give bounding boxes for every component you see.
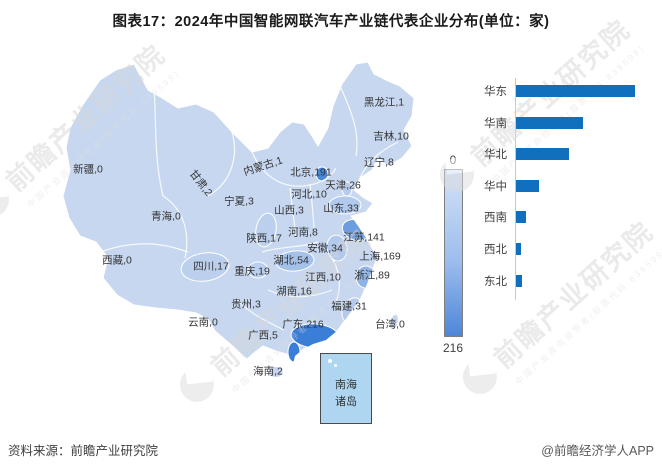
province-label: 云南,0: [188, 316, 218, 329]
province-label: 江西,10: [305, 271, 341, 284]
province-label: 陕西,17: [246, 232, 282, 245]
hainan-island-shape: [268, 366, 284, 378]
province-label: 广东,216: [282, 318, 324, 331]
bar-chart-axis: [515, 78, 516, 300]
province-label: 浙江,89: [354, 269, 390, 282]
province-label: 青海,0: [151, 210, 181, 223]
province-label: 广西,5: [248, 329, 278, 342]
province-label: 北京,191: [290, 166, 332, 179]
bar: [516, 179, 539, 192]
province-label: 河南,8: [288, 226, 318, 239]
bar-category-label: 东北: [484, 275, 507, 288]
bar: [516, 148, 569, 161]
bar: [516, 243, 521, 255]
province-label: 重庆,19: [234, 265, 270, 278]
province-label: 宁夏,3: [224, 195, 254, 208]
bar: [516, 211, 526, 224]
province-label: 辽宁,8: [364, 156, 394, 169]
south-china-sea-inset: [320, 353, 372, 424]
province-label: 上海,169: [359, 250, 401, 263]
inset-label: 南海 诸岛: [335, 379, 357, 408]
province-label: 西藏,0: [102, 254, 132, 267]
province-label: 四川,17: [193, 260, 229, 273]
bar-category-label: 华中: [484, 180, 507, 193]
source-note: 资料来源：前瞻产业研究院: [8, 444, 159, 458]
legend-max-label: 216: [442, 341, 464, 355]
taiwan-island-shape: [389, 313, 399, 331]
island-dot: [328, 359, 332, 363]
bar-category-label: 华东: [484, 86, 507, 98]
province-label: 吉林,10: [373, 130, 409, 143]
province-label: 台湾,0: [375, 318, 405, 331]
bar-category-label: 西北: [484, 244, 507, 256]
bar: [516, 274, 522, 287]
credit-note: @前瞻经济学人APP: [541, 444, 654, 458]
province-label: 贵州,3: [231, 298, 261, 311]
bar-category-label: 华南: [484, 117, 507, 130]
bar-category-label: 西南: [484, 212, 507, 225]
bar-row: 东北: [460, 274, 522, 288]
province-label: 安徽,34: [307, 242, 343, 255]
province-label: 河北,10: [291, 188, 327, 201]
province-borders: [99, 67, 399, 331]
bar-row: 华东: [460, 85, 635, 98]
province-label: 黑龙江,1: [363, 96, 405, 109]
bar-row: 华北: [460, 148, 569, 162]
province-label: 湖南,16: [276, 285, 312, 298]
bar-row: 西南: [460, 211, 526, 225]
province-label: 天津,26: [325, 179, 361, 192]
bar: [516, 85, 635, 97]
island-dot: [334, 364, 337, 367]
china-mainland-shape: [62, 61, 415, 366]
bar-category-label: 华北: [484, 149, 507, 162]
province-label: 江苏,141: [343, 231, 385, 244]
bar-row: 华南: [460, 116, 583, 130]
province-label: 湖北,54: [273, 254, 309, 267]
chart-title: 图表17：2024年中国智能网联汽车产业链代表企业分布(单位：家): [112, 14, 550, 30]
province-label: 福建,31: [331, 300, 367, 313]
bar: [516, 116, 583, 129]
province-label: 新疆,0: [73, 163, 103, 176]
province-label: 海南,2: [253, 365, 283, 378]
bar-row: 西北: [460, 243, 521, 256]
province-label: 山西,3: [274, 204, 304, 217]
bar-row: 华中: [460, 179, 539, 193]
province-label: 山东,33: [323, 202, 359, 215]
